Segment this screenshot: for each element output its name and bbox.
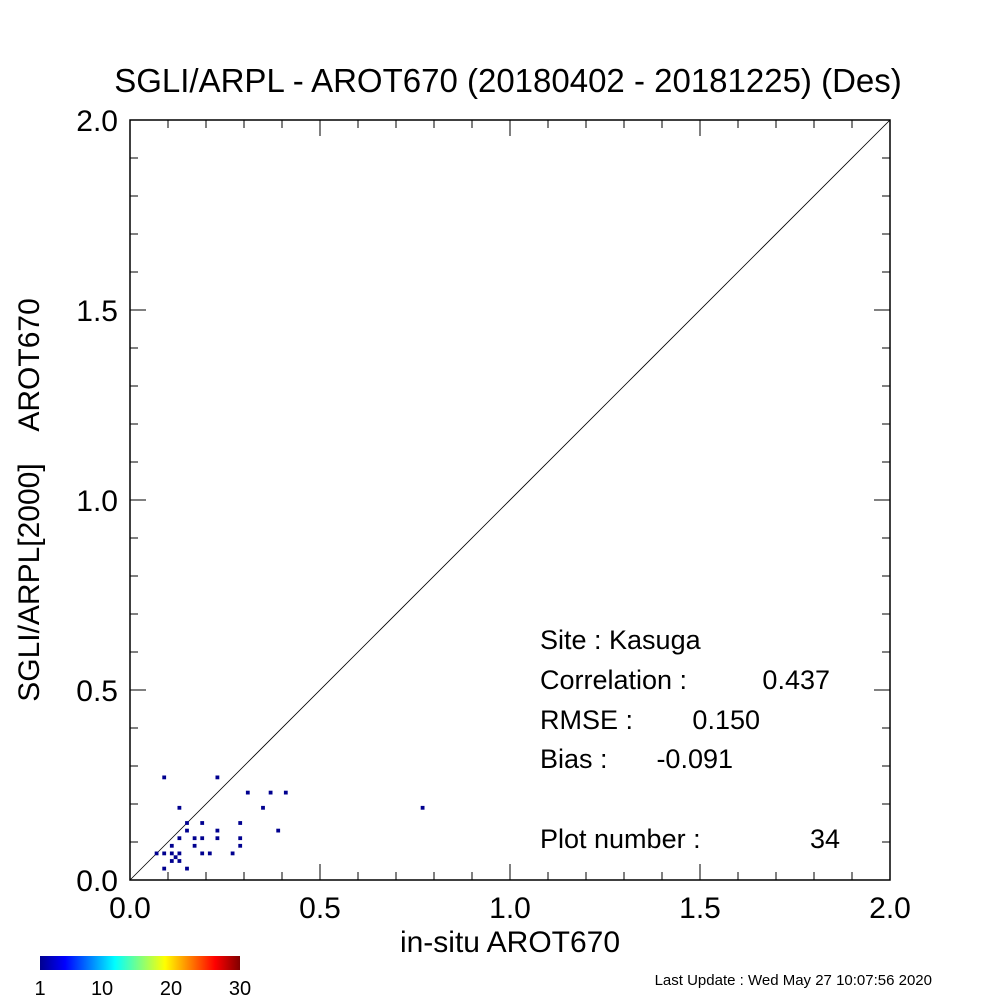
x-tick-label: 2.0 [869, 892, 911, 925]
data-points [154, 775, 425, 871]
data-point [177, 859, 182, 863]
data-point [169, 843, 174, 848]
colorbar [40, 956, 240, 970]
colorbar-labels: 1 10 20 30 [34, 978, 251, 1000]
data-point [238, 836, 243, 841]
x-axis-label: in-situ AROT670 [400, 926, 620, 959]
site-label: Site : Kasuga [540, 625, 702, 655]
one-to-one-line [129, 119, 891, 881]
last-update-text: Last Update : Wed May 27 10:07:56 2020 [655, 972, 932, 989]
colorbar-tick-label: 10 [91, 978, 113, 1000]
bias-value: -0.091 [656, 744, 733, 774]
x-tick-label: 1.0 [489, 892, 531, 925]
data-point [177, 851, 182, 856]
colorbar-tick-label: 20 [160, 978, 182, 1000]
data-point [276, 828, 281, 833]
bias-label: Bias : [540, 744, 608, 774]
data-point [268, 790, 273, 795]
data-point [185, 821, 189, 825]
data-point [185, 866, 189, 871]
correlation-value: 0.437 [762, 665, 830, 695]
data-point [238, 821, 243, 825]
data-point [162, 866, 167, 871]
y-axis-label: SGLI/ARPL[2000] AROT670 [13, 298, 46, 702]
data-point [177, 836, 182, 841]
data-point [185, 828, 189, 833]
y-tick-label: 1.5 [76, 295, 118, 328]
data-point [162, 775, 167, 780]
data-point [200, 851, 205, 856]
data-point [162, 851, 167, 856]
axis-ticks [129, 119, 891, 881]
x-tick-label: 1.5 [679, 892, 721, 925]
y-tick-label: 1.0 [76, 485, 118, 518]
data-point [420, 805, 425, 810]
data-point [192, 843, 197, 848]
plot-number-label: Plot number : [540, 824, 701, 854]
x-tick-labels: 0.0 0.5 1.0 1.5 2.0 [109, 892, 911, 925]
x-tick-label: 0.0 [109, 892, 151, 925]
data-point [169, 851, 174, 856]
colorbar-tick-label: 1 [34, 978, 45, 1000]
data-point [200, 821, 205, 825]
stats-panel: Site : Kasuga Correlation : 0.437 RMSE :… [540, 625, 840, 854]
y-tick-label: 2.0 [76, 105, 118, 138]
data-point [261, 805, 265, 810]
data-point [192, 836, 197, 841]
plot-number-value: 34 [810, 824, 840, 854]
y-tick-label: 0.0 [76, 865, 118, 898]
data-point [177, 805, 182, 810]
data-point [169, 859, 174, 863]
chart-title: SGLI/ARPL - AROT670 (20180402 - 20181225… [114, 62, 902, 99]
x-tick-label: 0.5 [299, 892, 341, 925]
data-point [230, 851, 235, 856]
colorbar-tick-label: 30 [229, 978, 251, 1000]
data-point [154, 851, 159, 856]
data-point [283, 790, 288, 795]
y-tick-labels: 0.0 0.5 1.0 1.5 2.0 [76, 105, 118, 898]
data-point [173, 855, 178, 860]
data-point [215, 836, 220, 841]
correlation-label: Correlation : [540, 665, 687, 695]
y-tick-label: 0.5 [76, 675, 118, 708]
data-point [238, 843, 243, 848]
rmse-label: RMSE : [540, 705, 633, 735]
rmse-value: 0.150 [692, 705, 760, 735]
data-point [200, 836, 205, 841]
data-point [215, 775, 220, 780]
data-point [207, 851, 212, 856]
data-point [245, 790, 250, 795]
data-point [215, 828, 220, 833]
